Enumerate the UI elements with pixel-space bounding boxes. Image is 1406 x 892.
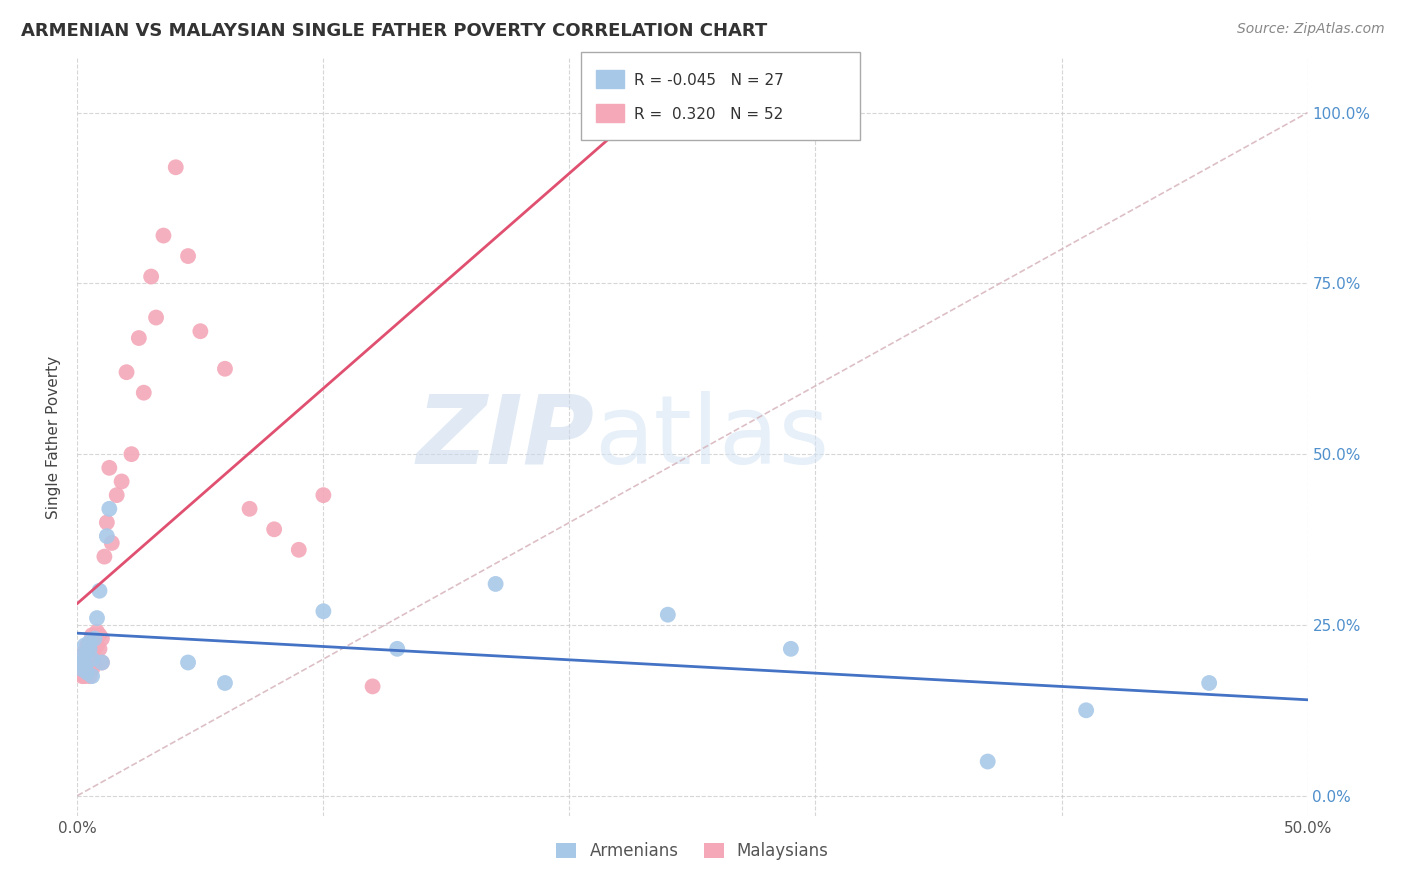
Point xyxy=(73,662,96,676)
Point xyxy=(86,624,108,639)
Point xyxy=(385,641,409,656)
Point xyxy=(86,639,108,653)
Point xyxy=(101,536,124,550)
Point xyxy=(145,310,167,325)
Point xyxy=(83,641,105,656)
Point xyxy=(79,641,101,656)
Point xyxy=(188,324,212,338)
Point xyxy=(83,632,105,646)
Point xyxy=(79,641,101,656)
Point xyxy=(82,662,104,676)
Point xyxy=(69,656,91,670)
Text: R =  0.320   N = 52: R = 0.320 N = 52 xyxy=(634,107,783,121)
Point xyxy=(70,648,93,663)
Point xyxy=(105,488,128,502)
Point xyxy=(312,488,335,502)
Point xyxy=(90,632,114,646)
Point xyxy=(121,447,143,461)
Point xyxy=(82,628,104,642)
Point xyxy=(90,656,114,670)
Point xyxy=(70,669,93,683)
Point xyxy=(165,161,187,175)
Point xyxy=(288,542,311,557)
Point xyxy=(93,549,115,564)
Point xyxy=(214,361,236,376)
Point xyxy=(69,656,91,670)
Point xyxy=(111,475,132,489)
Point xyxy=(76,662,98,676)
Point xyxy=(89,583,111,598)
Y-axis label: Single Father Poverty: Single Father Poverty xyxy=(46,356,62,518)
Point xyxy=(86,611,108,625)
Point xyxy=(76,656,98,670)
Point xyxy=(73,659,96,673)
Text: Source: ZipAtlas.com: Source: ZipAtlas.com xyxy=(1237,22,1385,37)
Point xyxy=(780,641,803,656)
Point xyxy=(76,639,98,653)
Point xyxy=(1076,703,1098,717)
Point xyxy=(177,656,200,670)
Point xyxy=(79,669,101,683)
Point xyxy=(76,665,98,680)
Point xyxy=(70,662,93,676)
Point xyxy=(361,680,384,694)
Point xyxy=(82,652,104,666)
Point xyxy=(96,529,118,543)
Point xyxy=(128,331,150,345)
Text: atlas: atlas xyxy=(595,391,830,483)
Point xyxy=(79,656,101,670)
Legend: Armenians, Malaysians: Armenians, Malaysians xyxy=(548,834,837,869)
Point xyxy=(82,669,104,683)
Point xyxy=(70,659,93,673)
Point xyxy=(263,522,285,536)
Point xyxy=(73,669,96,683)
Point xyxy=(79,635,101,649)
Point xyxy=(79,662,101,676)
Point xyxy=(98,501,121,516)
Point xyxy=(82,652,104,666)
Point xyxy=(83,656,105,670)
Point xyxy=(76,645,98,659)
Text: R = -0.045   N = 27: R = -0.045 N = 27 xyxy=(634,73,785,87)
Point xyxy=(132,385,155,400)
Point xyxy=(98,460,121,475)
Point xyxy=(96,516,118,530)
Point xyxy=(152,228,174,243)
Point xyxy=(977,755,1000,769)
Point xyxy=(657,607,679,622)
Point xyxy=(76,652,98,666)
Point xyxy=(1198,676,1220,690)
Point xyxy=(214,676,236,690)
Point xyxy=(239,501,262,516)
Point xyxy=(73,645,96,659)
Point xyxy=(73,652,96,666)
Point xyxy=(115,365,138,379)
Point xyxy=(89,641,111,656)
Point xyxy=(312,604,335,618)
Point xyxy=(89,628,111,642)
Point xyxy=(83,632,105,646)
Point xyxy=(70,648,93,663)
Point xyxy=(69,662,91,676)
Text: ZIP: ZIP xyxy=(416,391,595,483)
Point xyxy=(73,639,96,653)
Point xyxy=(82,639,104,653)
Point xyxy=(90,656,114,670)
Text: ARMENIAN VS MALAYSIAN SINGLE FATHER POVERTY CORRELATION CHART: ARMENIAN VS MALAYSIAN SINGLE FATHER POVE… xyxy=(21,22,768,40)
Point xyxy=(177,249,200,263)
Point xyxy=(485,577,508,591)
Point xyxy=(141,269,163,284)
